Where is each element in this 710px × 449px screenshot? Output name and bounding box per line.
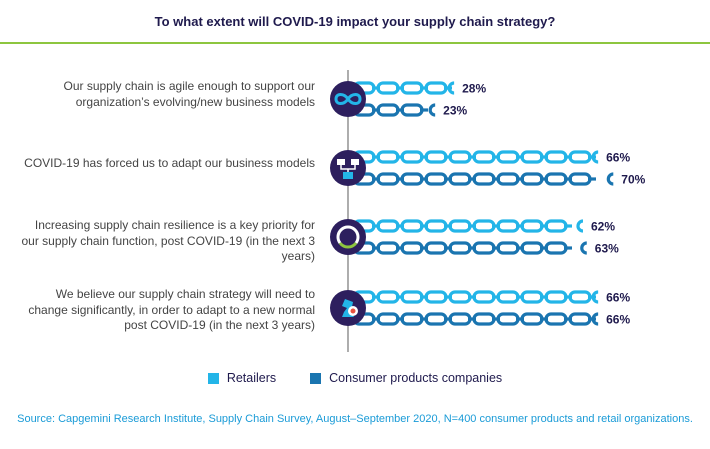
- chain-bar-4-series-2: [352, 312, 599, 326]
- infinity-icon: [330, 81, 366, 117]
- statement-label-3: Increasing supply chain resilience is a …: [21, 218, 316, 263]
- value-label-1-series-2: 23%: [443, 104, 467, 118]
- value-label-3-series-2: 63%: [595, 242, 619, 256]
- chain-bar-4-series-1: [352, 290, 599, 304]
- chain-bar-1-series-1: [352, 81, 455, 95]
- chain-bar-3-series-2: [352, 241, 588, 255]
- chain-bar-2-series-2: [352, 172, 614, 186]
- legend: Retailers Consumer products companies: [0, 371, 710, 385]
- chain-bar-2-series-1: [352, 150, 599, 164]
- chart-title: To what extent will COVID-19 impact your…: [154, 14, 556, 29]
- legend-swatch-retailers: [207, 372, 219, 384]
- chain-bar-1-series-2: [352, 103, 436, 117]
- resilience-cycle-icon: [330, 219, 366, 255]
- legend-label-retailers: Retailers: [226, 371, 277, 385]
- value-label-3-series-1: 62%: [591, 220, 615, 234]
- org-structure-icon: [330, 150, 366, 186]
- title-divider: [0, 42, 710, 44]
- chain-bar-3-series-1: [352, 219, 584, 233]
- value-label-2-series-1: 66%: [606, 151, 630, 165]
- value-label-1-series-1: 28%: [462, 82, 486, 96]
- source-note: Source: Capgemini Research Institute, Su…: [17, 413, 693, 425]
- value-label-4-series-2: 66%: [606, 313, 630, 327]
- legend-item-retailers: Retailers: [207, 371, 277, 385]
- legend-label-consumer-products: Consumer products companies: [329, 371, 503, 385]
- statement-label-4: We believe our supply chain strategy wil…: [28, 287, 315, 332]
- legend-item-consumer-products: Consumer products companies: [310, 371, 502, 385]
- strategy-chess-icon: [330, 290, 366, 326]
- statement-label-1: Our supply chain is agile enough to supp…: [63, 79, 316, 109]
- statement-label-2: COVID-19 has forced us to adapt our busi…: [24, 156, 315, 170]
- value-label-4-series-1: 66%: [606, 291, 630, 305]
- value-label-2-series-2: 70%: [621, 173, 645, 187]
- legend-swatch-consumer-products: [310, 372, 322, 384]
